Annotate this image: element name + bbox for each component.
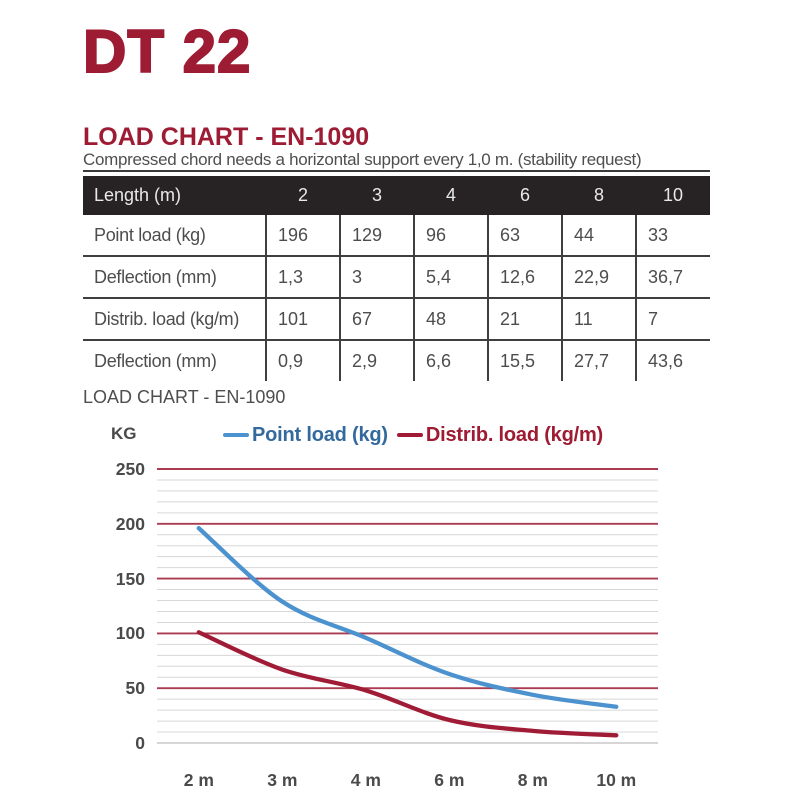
point-load-line [196,526,619,709]
table-cell: 67 [339,297,414,340]
y-axis-unit-label: KG [111,424,137,443]
table-cell: 2,9 [339,339,414,381]
row-label: Deflection (mm) [83,339,266,381]
length-col-2: 2 [266,176,340,215]
y-tick-label: 100 [116,623,145,643]
table-cell: 21 [487,297,562,340]
table-cell: 5,4 [413,255,488,298]
x-axis-label: 4 m [351,770,381,790]
legend-label: Point load (kg) [252,423,388,446]
table-cell: 12,6 [487,255,562,298]
table-cell: 43,6 [635,339,710,381]
distrib-load-line-icon [396,432,423,438]
table-cell: 15,5 [487,339,562,381]
table-cell: 101 [265,297,340,340]
length-col-10: 10 [636,176,710,215]
table-cell: 96 [413,215,488,256]
series-lines [196,526,619,738]
y-tick-label: 0 [135,733,145,753]
length-header: Length (m) [83,176,266,215]
table-row: Distrib. load (kg/m) 101 67 48 21 11 7 [83,297,710,340]
divider-line [83,170,710,172]
gridlines [157,468,658,744]
load-chart-heading: LOAD CHART - EN-1090 [83,123,370,151]
table-cell: 27,7 [561,339,636,381]
y-tick-label: 200 [116,514,145,534]
table-cell: 22,9 [561,255,636,298]
x-axis-label: 8 m [518,770,548,790]
chart-legend: Point load (kg) Distrib. load (kg/m) [223,420,603,450]
legend-label: Distrib. load (kg/m) [425,423,604,446]
x-axis-label: 6 m [434,770,464,790]
table-cell: 63 [487,215,562,256]
row-label: Deflection (mm) [83,255,266,298]
distrib-load-line [196,630,619,738]
y-tick-label: 150 [116,569,145,589]
chart-header: KG Point load (kg) Distrib. load (kg/m) [83,420,723,450]
x-axis-label: 2 m [184,770,214,790]
length-col-8: 8 [562,176,636,215]
page-title: DT 22 [82,18,252,85]
chart-title: LOAD CHART - EN-1090 [83,387,286,407]
table-row: Deflection (mm) 1,3 3 5,4 12,6 22,9 36,7 [83,255,710,298]
stability-note: Compressed chord needs a horizontal supp… [83,150,642,169]
table-cell: 7 [635,297,710,340]
table-cell: 196 [265,215,340,256]
length-col-6: 6 [488,176,562,215]
table-cell: 36,7 [635,255,710,298]
table-row: Point load (kg) 196 129 96 63 44 33 [83,215,710,256]
table-cell: 48 [413,297,488,340]
load-chart-plot: 250 200 150 100 50 0 2 m 3 m 4 m 6 m 8 m… [116,459,658,790]
table-cell: 33 [635,215,710,256]
table-cell: 6,6 [413,339,488,381]
y-tick-label: 250 [116,459,145,479]
x-axis-label: 10 m [596,770,636,790]
y-tick-label: 50 [126,678,146,698]
legend-item-distrib-load: Distrib. load (kg/m) [396,423,604,447]
table-header-row: Length (m) 2 3 4 6 8 10 [83,176,710,215]
legend-item-point-load: Point load (kg) [223,424,388,447]
table-row: Deflection (mm) 0,9 2,9 6,6 15,5 27,7 43… [83,339,710,381]
table-cell: 1,3 [265,255,340,298]
length-col-3: 3 [340,176,414,215]
table-cell: 129 [339,215,414,256]
row-label: Point load (kg) [83,215,266,256]
table-cell: 3 [339,255,414,298]
table-cell: 44 [561,215,636,256]
table-cell: 11 [561,297,636,340]
load-table: Length (m) 2 3 4 6 8 10 Point load (kg) … [83,176,710,381]
row-label: Distrib. load (kg/m) [83,297,266,340]
table-cell: 0,9 [265,339,340,381]
length-col-4: 4 [414,176,488,215]
point-load-line-icon [223,432,249,438]
x-axis-label: 3 m [267,770,297,790]
